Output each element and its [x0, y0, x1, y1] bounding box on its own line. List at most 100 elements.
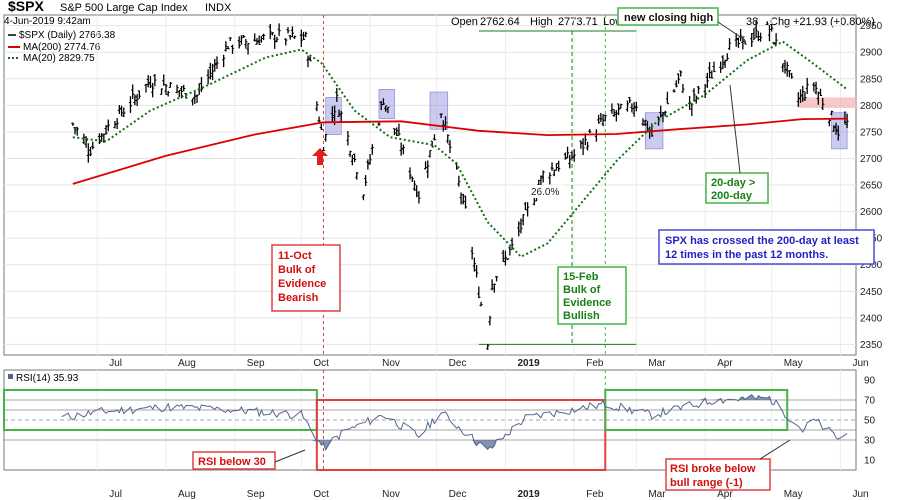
feb-line-3: Evidence — [563, 297, 611, 309]
rsi-x-tick: Sep — [247, 489, 265, 500]
new-high-box — [617, 7, 719, 26]
volume-fragment: 38 — [746, 16, 758, 28]
price-highlight-box — [378, 89, 395, 119]
annotation-rsi-below: RSI below 30 — [192, 449, 306, 470]
rsi-y-tick: 70 — [864, 396, 876, 407]
symbol-title: $SPX — [8, 0, 44, 14]
rsi-x-tick: Jul — [109, 489, 122, 500]
open-label: Open — [451, 16, 478, 28]
exchange-label: INDX — [205, 2, 232, 14]
red-up-arrow-icon — [312, 148, 328, 165]
legend: $SPX (Daily) 2766.38 MA(200) 2774.76 MA(… — [8, 30, 116, 64]
annotation-ma-cross: 20-day > 200-day — [705, 84, 769, 204]
ma200-line — [72, 117, 848, 185]
rsi-broke-pointer — [759, 439, 791, 460]
rsi-broke-line-2: bull range (-1) — [670, 477, 743, 489]
spx-note-line-1: SPX has crossed the 200-day at least — [665, 235, 859, 247]
rsi-x-tick: Jun — [852, 489, 868, 500]
rsi-y-tick: 30 — [864, 436, 876, 447]
rsi-boxes — [3, 389, 789, 471]
price-highlight-box — [429, 91, 449, 130]
oct-line-3: Evidence — [278, 278, 326, 290]
ma20-line — [72, 40, 848, 258]
price-markers — [323, 15, 637, 470]
price-y-tick: 2400 — [860, 313, 883, 324]
high-value: 2773.71 — [558, 16, 598, 28]
new-high-text: new closing high — [624, 12, 714, 24]
high-label: High — [530, 16, 553, 28]
price-y-tick: 2800 — [860, 101, 883, 112]
index-name: S&P 500 Large Cap Index — [60, 2, 188, 14]
rsi-y-tick: 50 — [864, 416, 876, 427]
ma-cross-line-1: 20-day > — [711, 177, 755, 189]
price-y-tick: 2500 — [860, 260, 883, 271]
resistance-band — [798, 97, 858, 108]
rsi-y-tick: 10 — [864, 456, 876, 467]
ma-cross-line-2: 200-day — [711, 190, 753, 202]
spx-note-line-2: 12 times in the past 12 months. — [665, 249, 828, 261]
open-value: 2762.64 — [480, 16, 520, 28]
price-y-tick: 2450 — [860, 287, 883, 298]
rsi-swatch — [8, 374, 13, 379]
rsi-below-text: RSI below 30 — [198, 456, 266, 468]
price-x-tick: Oct — [313, 358, 329, 369]
pct-label: 26.0% — [531, 187, 559, 198]
price-y-tick: 2650 — [860, 181, 883, 192]
oct-box — [271, 244, 341, 312]
annotation-rsi-broke: RSI broke below bull range (-1) — [665, 439, 791, 491]
rsi-overbought-fill — [61, 394, 848, 400]
legend-ma200: MA(200) 2774.76 — [23, 42, 101, 53]
price-y-tick: 2900 — [860, 48, 883, 59]
ma-cross-box — [705, 172, 769, 204]
price-y-tick: 2850 — [860, 74, 883, 85]
ma-cross-pointer — [729, 84, 741, 174]
price-x-tick: Aug — [178, 358, 196, 369]
rsi-range-box — [315, 399, 607, 471]
pct-bg — [529, 185, 565, 198]
rsi-below-box — [192, 451, 276, 470]
feb-line-2: Bulk of — [563, 284, 601, 296]
price-x-tick: Dec — [449, 358, 467, 369]
oct-line-2: Bulk of — [278, 264, 316, 276]
price-x-tick: Jul — [109, 358, 122, 369]
rsi-broke-line-1: RSI broke below — [670, 463, 756, 475]
rsi-x-tick: Aug — [178, 489, 196, 500]
header-datetime: 4-Jun-2019 9:42am — [4, 16, 91, 27]
price-x-tick: May — [784, 358, 803, 369]
price-x-tick: Jun — [852, 358, 868, 369]
rsi-x-tick: 2019 — [517, 489, 540, 500]
price-x-tick: 2019 — [517, 358, 540, 369]
price-y-tick: 2750 — [860, 127, 883, 138]
rsi-below-pointer — [274, 449, 306, 463]
rsi-y-tick: 90 — [864, 376, 876, 387]
price-x-tick: Apr — [717, 358, 733, 369]
rsi-x-tick: May — [784, 489, 803, 500]
rsi-x-tick: Dec — [449, 489, 467, 500]
annotation-spx-note: SPX has crossed the 200-day at least 12 … — [658, 229, 875, 265]
legend-price: $SPX (Daily) 2766.38 — [19, 30, 116, 41]
price-x-tick: Sep — [247, 358, 265, 369]
rsi-label: RSI(14) 35.93 — [16, 373, 79, 384]
rsi-line — [61, 394, 848, 452]
price-x-tick: Nov — [382, 358, 400, 369]
rsi-x-tick: Feb — [586, 489, 604, 500]
price-y-tick: 2950 — [860, 21, 883, 32]
chg-value: +21.93 (+0.80%) — [793, 16, 875, 28]
annotation-pct: 26.0% — [529, 185, 565, 198]
new-high-pointer — [717, 21, 746, 41]
rsi-x-tick: Mar — [648, 489, 666, 500]
oct-line-4: Bearish — [278, 292, 319, 304]
x-ticks: Jul Jul Aug Aug Sep Sep Oct Oct Nov Nov Dec Dec 2019… — [109, 358, 868, 500]
feb-line-1: 15-Feb — [563, 271, 599, 283]
rsi-x-tick: Nov — [382, 489, 400, 500]
price-y-tick: 2600 — [860, 207, 883, 218]
rsi-broke-box — [665, 458, 771, 491]
chg-label: Chg — [770, 16, 790, 28]
annotation-new-high: new closing high — [617, 7, 746, 41]
price-y-tick: 2350 — [860, 340, 883, 351]
price-highlight-box — [831, 112, 848, 150]
rsi-y-ticks: 10 30 50 70 90 — [864, 376, 876, 467]
spx-note-box — [658, 229, 875, 265]
legend-ma20: MA(20) 2829.75 — [23, 53, 95, 64]
